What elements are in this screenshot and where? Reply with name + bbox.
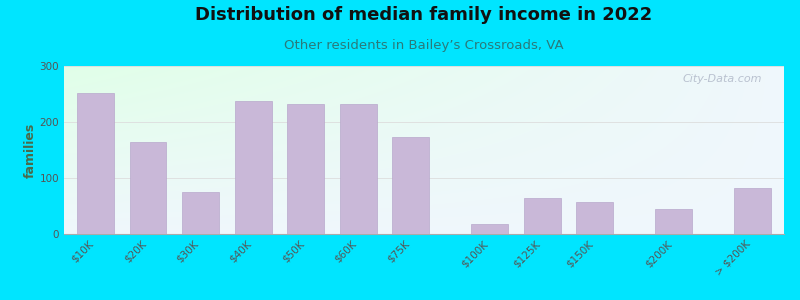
Bar bbox=[130, 142, 166, 234]
Bar bbox=[655, 209, 692, 234]
Y-axis label: families: families bbox=[24, 122, 37, 178]
Text: City-Data.com: City-Data.com bbox=[683, 74, 762, 84]
Bar bbox=[287, 104, 324, 234]
Bar bbox=[235, 101, 271, 234]
Text: Other residents in Bailey’s Crossroads, VA: Other residents in Bailey’s Crossroads, … bbox=[284, 39, 564, 52]
Bar bbox=[182, 192, 219, 234]
Bar bbox=[393, 137, 430, 234]
Bar bbox=[524, 198, 561, 234]
Bar bbox=[577, 202, 613, 234]
Text: Distribution of median family income in 2022: Distribution of median family income in … bbox=[195, 6, 653, 24]
Bar bbox=[471, 224, 508, 234]
Bar bbox=[77, 93, 114, 234]
Bar bbox=[340, 104, 377, 234]
Bar bbox=[734, 188, 771, 234]
